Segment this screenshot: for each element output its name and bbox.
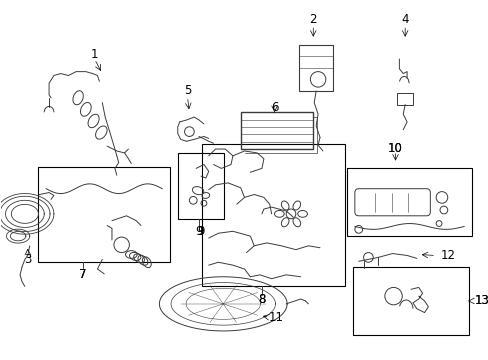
Text: 7: 7: [79, 268, 86, 281]
Text: 13: 13: [474, 294, 488, 307]
Text: 5: 5: [183, 85, 191, 98]
Text: 4: 4: [401, 13, 408, 26]
Text: 6: 6: [270, 101, 278, 114]
Text: 2: 2: [309, 13, 316, 26]
Bar: [39, 167, 170, 262]
Bar: [298, 45, 332, 91]
Text: 9: 9: [197, 225, 204, 238]
Text: 10: 10: [387, 141, 402, 154]
Bar: [178, 153, 224, 219]
Text: 7: 7: [79, 268, 86, 281]
Text: 12: 12: [440, 249, 455, 262]
Bar: [397, 93, 412, 104]
Bar: [240, 112, 313, 149]
Bar: [202, 144, 345, 287]
Text: 8: 8: [258, 293, 265, 306]
Text: 1: 1: [91, 48, 98, 61]
Text: 13: 13: [474, 294, 488, 307]
Bar: [346, 168, 471, 236]
Text: 11: 11: [268, 311, 284, 324]
Text: 9: 9: [195, 225, 203, 238]
Text: 8: 8: [258, 293, 265, 306]
Bar: [352, 267, 468, 335]
Text: 3: 3: [24, 253, 31, 266]
Text: 10: 10: [387, 141, 402, 154]
